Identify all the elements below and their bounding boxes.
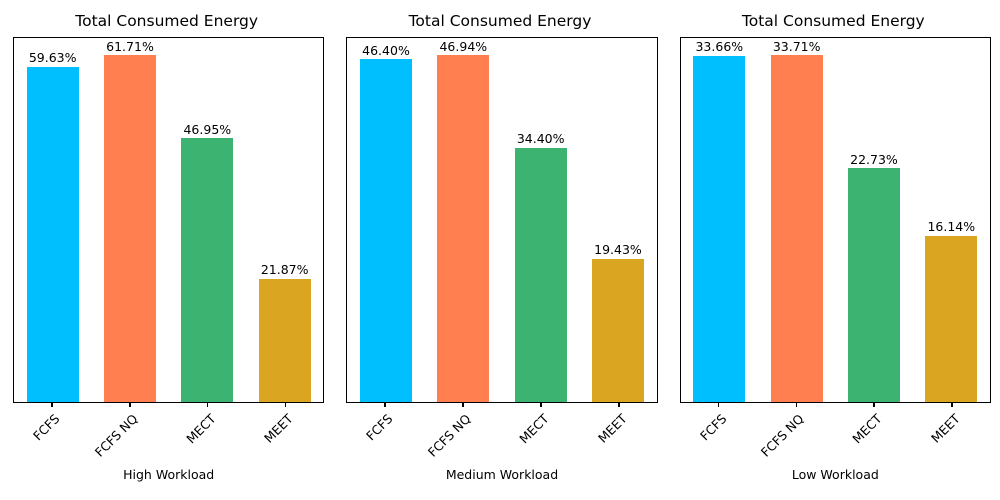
xtick-cell-fcfs: FCFS: [13, 403, 91, 463]
bar-mect: [514, 147, 567, 402]
tick-mark: [717, 403, 720, 407]
plot-wrap: 33.66% 33.71% 22.73% 16.14% FCFS FCFS NQ MECT…: [679, 37, 991, 482]
bar-value-label: 21.87%: [260, 262, 309, 278]
bar-value-label: 61.71%: [106, 38, 154, 54]
bar-fcfs: [360, 59, 412, 402]
xtick-cell-fcfs: FCFS: [346, 403, 424, 463]
tick-mark: [284, 403, 287, 407]
tick-mark: [206, 403, 209, 407]
bar-value-label: 33.71%: [772, 38, 821, 54]
chart-panel-medium-workload: Total Consumed Energy 46.40% 46.94% 34.40%…: [333, 0, 666, 500]
bar-value-label: 46.40%: [362, 42, 410, 58]
bar-fcfs-nq: [437, 55, 490, 402]
xtick-cell-fcfs-nq: FCFS NQ: [91, 403, 169, 463]
bar-fcfs-nq: [104, 55, 156, 402]
bar-fcfs-nq: [770, 55, 823, 402]
bar-meet: [258, 279, 311, 402]
xtick-cell-fcfs-nq: FCFS NQ: [424, 403, 502, 463]
xtick-row: FCFS FCFS NQ MECT MEET: [680, 403, 991, 463]
xtick-label-fcfs-nq: FCFS NQ: [424, 411, 474, 460]
xtick-row: FCFS FCFS NQ MECT MEET: [13, 403, 324, 463]
bar-meet: [592, 258, 644, 402]
bar-mect: [181, 138, 234, 402]
bar-value-label: 19.43%: [594, 241, 642, 257]
x-axis-label: Medium Workload: [445, 467, 559, 482]
bar-group-fcfs: 33.66%: [681, 38, 758, 402]
bar-group-fcfs-nq: 46.94%: [425, 38, 502, 402]
xtick-label-meet: MEET: [927, 411, 963, 446]
bar-value-label: 46.94%: [439, 38, 488, 54]
xtick-cell-fcfs: FCFS: [680, 403, 758, 463]
bar-group-meet: 16.14%: [913, 38, 990, 402]
xtick-row: FCFS FCFS NQ MECT MEET: [346, 403, 657, 463]
xtick-label-meet: MEET: [261, 411, 297, 446]
bar-value-label: 16.14%: [927, 219, 976, 235]
x-axis-label: Low Workload: [791, 467, 879, 482]
tick-mark: [617, 403, 620, 407]
bar-group-mect: 22.73%: [835, 38, 912, 402]
bar-group-meet: 19.43%: [579, 38, 656, 402]
xtick-cell-mect: MECT: [835, 403, 913, 463]
bar-group-fcfs: 46.40%: [347, 38, 424, 402]
tick-mark: [128, 403, 131, 407]
tick-mark: [795, 403, 798, 407]
tick-mark: [462, 403, 464, 407]
xtick-label-fcfs-nq: FCFS NQ: [758, 411, 808, 460]
tick-mark: [873, 403, 876, 407]
xtick-cell-meet: MEET: [246, 403, 324, 463]
bar-value-label: 34.40%: [516, 131, 565, 147]
xtick-label-mect: MECT: [849, 411, 885, 447]
bar-value-label: 59.63%: [28, 50, 77, 66]
chart-title: Total Consumed Energy: [741, 11, 925, 30]
tick-mark: [951, 403, 953, 407]
xtick-label-fcfs: FCFS: [696, 411, 730, 444]
bar-group-meet: 21.87%: [246, 38, 323, 402]
xtick-label-mect: MECT: [182, 411, 219, 447]
plot-wrap: 59.63% 61.71% 46.95% 21.87% FCFS FCFS NQ MECT…: [13, 37, 325, 482]
bar-group-fcfs-nq: 33.71%: [758, 38, 835, 402]
plot-wrap: 46.40% 46.94% 34.40% 19.43% FCFS FCFS NQ MECT…: [346, 37, 658, 482]
tick-mark: [51, 403, 53, 407]
xtick-cell-mect: MECT: [502, 403, 580, 463]
xtick-cell-meet: MEET: [580, 403, 658, 463]
xtick-cell-fcfs-nq: FCFS NQ: [757, 403, 835, 463]
bar-group-fcfs-nq: 61.71%: [91, 38, 168, 402]
x-axis-label: High Workload: [123, 467, 215, 482]
xtick-label-fcfs: FCFS: [30, 411, 63, 444]
tick-mark: [384, 403, 387, 407]
bar-group-fcfs: 59.63%: [14, 38, 91, 402]
bar-group-mect: 46.95%: [169, 38, 246, 402]
xtick-cell-mect: MECT: [169, 403, 247, 463]
xtick-label-fcfs: FCFS: [363, 411, 396, 444]
chart-title: Total Consumed Energy: [75, 11, 259, 30]
bar-value-label: 33.66%: [695, 39, 744, 55]
xtick-label-meet: MEET: [594, 411, 630, 446]
plot-area: 59.63% 61.71% 46.95% 21.87%: [13, 37, 325, 403]
xtick-cell-meet: MEET: [913, 403, 991, 463]
tick-mark: [540, 403, 542, 407]
bar-value-label: 46.95%: [183, 121, 232, 137]
bar-group-mect: 34.40%: [502, 38, 579, 402]
bar-fcfs: [26, 67, 79, 402]
plot-area: 33.66% 33.71% 22.73% 16.14%: [679, 37, 991, 403]
bar-fcfs: [693, 55, 746, 402]
bar-value-label: 22.73%: [850, 151, 898, 167]
xtick-label-fcfs-nq: FCFS NQ: [91, 411, 141, 460]
chart-panel-low-workload: Total Consumed Energy 33.66% 33.71% 22.73%…: [667, 0, 1000, 500]
xtick-label-mect: MECT: [516, 411, 552, 447]
plot-area: 46.40% 46.94% 34.40% 19.43%: [346, 37, 658, 403]
bar-meet: [925, 236, 978, 402]
chart-title: Total Consumed Energy: [408, 11, 592, 30]
chart-panel-high-workload: Total Consumed Energy 59.63% 61.71% 46.95%…: [0, 0, 333, 500]
bar-mect: [848, 168, 900, 402]
